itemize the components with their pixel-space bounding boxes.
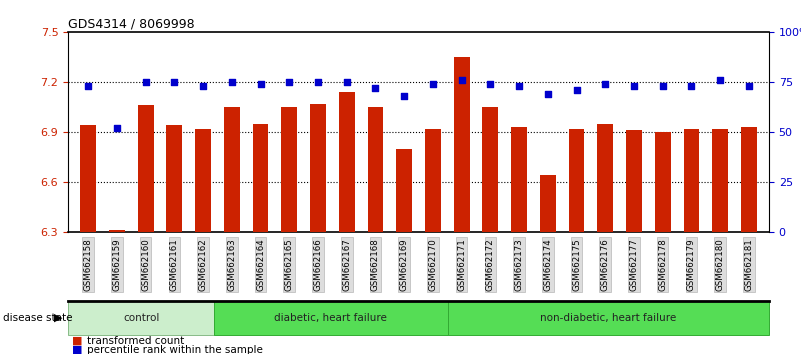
Bar: [396, 149, 412, 232]
Point: [627, 83, 640, 89]
Point: [714, 77, 727, 83]
Text: diabetic, heart failure: diabetic, heart failure: [275, 313, 388, 323]
Point: [484, 81, 497, 87]
Point: [570, 87, 583, 93]
Point: [513, 83, 525, 89]
Bar: [281, 107, 297, 232]
Text: disease state: disease state: [3, 313, 73, 323]
Bar: [195, 129, 211, 232]
Bar: [368, 107, 384, 232]
Point: [599, 81, 612, 87]
Text: ▶: ▶: [54, 313, 62, 323]
Point: [139, 79, 152, 85]
Bar: [425, 129, 441, 232]
Text: percentile rank within the sample: percentile rank within the sample: [87, 345, 263, 354]
Bar: [224, 107, 239, 232]
Text: ■: ■: [72, 336, 83, 346]
Bar: [654, 132, 670, 232]
Point: [398, 93, 411, 99]
Bar: [339, 92, 355, 232]
Bar: [569, 129, 585, 232]
Bar: [80, 125, 96, 232]
Bar: [453, 57, 469, 232]
Point: [656, 83, 669, 89]
Bar: [138, 105, 154, 232]
Point: [369, 85, 382, 91]
Point: [111, 125, 123, 131]
Bar: [540, 175, 556, 232]
Bar: [511, 127, 527, 232]
Bar: [683, 129, 699, 232]
Bar: [482, 107, 498, 232]
Point: [225, 79, 238, 85]
Bar: [167, 125, 183, 232]
Point: [685, 83, 698, 89]
Point: [168, 79, 181, 85]
Point: [743, 83, 755, 89]
Point: [455, 77, 468, 83]
Text: GDS4314 / 8069998: GDS4314 / 8069998: [68, 18, 195, 31]
Point: [541, 91, 554, 97]
Point: [197, 83, 210, 89]
Point: [426, 81, 439, 87]
Point: [312, 79, 324, 85]
Point: [254, 81, 267, 87]
Text: transformed count: transformed count: [87, 336, 183, 346]
Point: [82, 83, 95, 89]
Bar: [598, 124, 613, 232]
Bar: [310, 103, 326, 232]
Bar: [252, 124, 268, 232]
Bar: [109, 230, 125, 232]
Text: control: control: [123, 313, 159, 323]
Bar: [741, 127, 757, 232]
Text: ■: ■: [72, 345, 83, 354]
Point: [340, 79, 353, 85]
Text: non-diabetic, heart failure: non-diabetic, heart failure: [540, 313, 677, 323]
Bar: [712, 129, 728, 232]
Bar: [626, 130, 642, 232]
Point: [283, 79, 296, 85]
